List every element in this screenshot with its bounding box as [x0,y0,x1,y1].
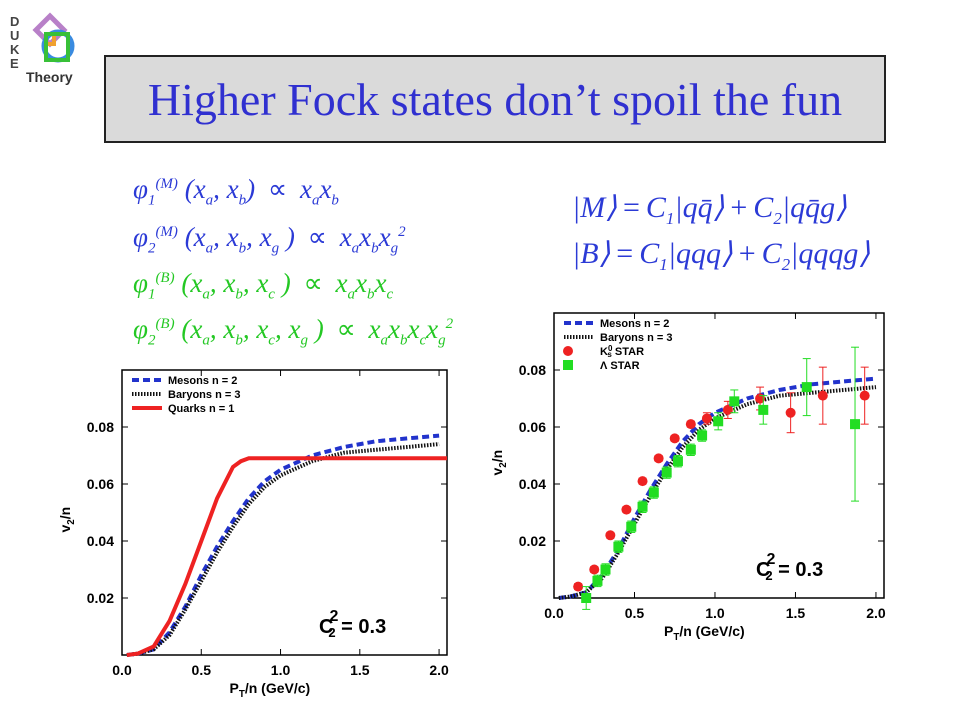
data-point [817,390,828,401]
legend-label: K0 s STAR [600,344,644,359]
data-point [613,541,624,552]
duke-theory-logo: D U K E Theory [6,8,82,88]
c2-annotation: C2 2 = 0.3 [319,608,386,640]
v2-chart-star-data: 0.0 0.5 1.0 1.5 2.0 0.02 0.04 0.06 0.08 PT/n (GeV… [492,312,886,643]
data-point [600,564,611,575]
x-axis-label: PT/n (GeV/c) [230,680,311,700]
data-point [637,476,648,487]
logo-graphic: D U K E Theory [10,12,75,85]
data-point [729,396,740,407]
legend-label: Mesons n = 2 [168,375,237,387]
x-tick-label: 0.5 [192,662,212,678]
logo-square-shape [44,32,70,62]
data-point [592,575,603,586]
data-point [697,430,708,441]
logo-letter-k: K [10,42,20,57]
x-tick-label: 0.5 [625,605,645,621]
logo-letter-d: D [10,14,19,29]
logo-word: Theory [26,69,73,85]
data-point [850,419,861,430]
y-tick-label: 0.06 [519,419,546,435]
baryon-state-equation: |B⟩ = C1|qqq⟩ + C2|qqqg⟩ [572,237,871,274]
title-box: Higher Fock states don’t spoil the fun [104,55,886,143]
x-tick-label: 1.0 [705,605,725,621]
data-point [701,413,712,424]
y-tick-label: 0.02 [519,533,546,549]
equation-baryon-1: φ1(B) (xa, xb, xc ) ∝ xaxbxc [133,268,394,303]
y-tick-label: 0.02 [87,590,114,606]
data-point [605,530,616,541]
legend-label: Mesons n = 2 [600,318,669,330]
logo-angle-shape [48,36,56,46]
x-tick-label: 1.5 [350,662,370,678]
x-tick-label: 1.0 [271,662,291,678]
logo-letter-e: E [10,56,19,71]
y-tick-label: 0.06 [87,476,114,492]
y-tick-label: 0.04 [519,476,546,492]
equation-meson-2: φ2(M) (xa, xb, xg ) ∝ xaxbxg2 [133,222,406,257]
c2-annotation: C2 2 = 0.3 [756,551,823,583]
x-tick-label: 1.5 [786,605,806,621]
data-point [713,416,724,427]
data-point [669,433,680,444]
data-point [685,444,696,455]
y-tick-label: 0.04 [87,533,114,549]
series-line [126,456,447,657]
x-tick-label: 0.0 [544,605,564,621]
data-point [653,453,664,464]
legend-swatch [563,360,573,370]
x-axis-label: PT/n (GeV/c) [664,623,745,643]
data-point [581,593,592,603]
slide-title: Higher Fock states don’t spoil the fun [147,73,843,125]
logo-letter-u: U [10,28,19,43]
legend-label: Baryons n = 3 [168,389,240,401]
equation-baryon-2: φ2(B) (xa, xb, xc, xg ) ∝ xaxbxcxg2 [133,314,454,349]
data-point [672,456,683,467]
plot-frame [553,312,885,599]
data-point [621,504,632,515]
data-point [573,581,584,592]
legend-label: Quarks n = 1 [168,403,234,415]
data-point [589,564,600,575]
legend-label: Λ STAR [600,360,640,372]
meson-state-equation: |M⟩ = C1|qq̄⟩ + C2|qq̄g⟩ [572,191,847,228]
data-point [785,407,796,418]
data-point [661,467,672,478]
legend-label: Baryons n = 3 [600,332,672,344]
data-point [685,419,696,430]
data-point [801,382,812,393]
y-tick-label: 0.08 [87,419,114,435]
y-axis-label: v2/n [60,507,77,533]
x-tick-label: 2.0 [866,605,886,621]
data-point [758,404,769,415]
data-point [637,501,648,512]
data-point [722,404,733,415]
y-tick-label: 0.08 [519,362,546,378]
data-point [648,487,659,498]
y-axis-label: v2/n [492,450,509,476]
v2-chart-quarks: 0.0 0.5 1.0 1.5 2.0 0.02 0.04 0.06 0.08 PT/n (GeV… [60,369,449,700]
legend-swatch [563,346,573,356]
equation-meson-1: φ1(M) (xa, xb) ∝ xaxb [133,174,339,209]
x-tick-label: 2.0 [429,662,449,678]
data-point [859,390,870,401]
data-point [626,521,637,532]
x-tick-label: 0.0 [112,662,132,678]
